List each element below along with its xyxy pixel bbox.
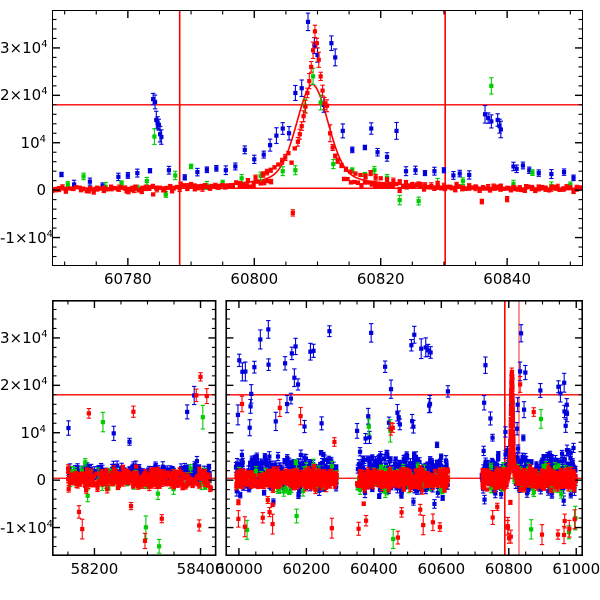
top-panel-frame — [52, 10, 583, 266]
x-tick-label: 60200 — [282, 560, 331, 578]
y-tick-label: -1×104 — [0, 518, 53, 537]
top-panel-plot-area — [52, 10, 583, 266]
x-tick-label: 60400 — [349, 560, 398, 578]
x-tick-label: 58400 — [176, 560, 225, 578]
top-panel-svg — [52, 10, 583, 266]
y-tick-label: -1×104 — [0, 228, 53, 247]
bottom-panel-svg — [52, 300, 583, 556]
y-tick-label: 2×104 — [0, 376, 48, 395]
bottom-panel — [52, 300, 583, 556]
x-tick-label: 60600 — [417, 560, 466, 578]
x-tick-label: 61000 — [552, 560, 600, 578]
y-tick-label: 104 — [20, 133, 46, 152]
y-tick-label: 0 — [36, 181, 46, 200]
y-tick-label: 2×104 — [0, 86, 48, 105]
x-tick-label: 60000 — [215, 560, 263, 578]
bottom-panel-plot-area — [52, 300, 583, 556]
x-tick-label: 60800 — [484, 560, 533, 578]
x-tick-label: 60840 — [483, 270, 531, 288]
top-panel — [52, 10, 583, 266]
x-tick-label: 60800 — [230, 270, 279, 288]
y-tick-label: 0 — [36, 471, 46, 490]
y-tick-label: 104 — [20, 423, 46, 442]
x-tick-label: 60820 — [356, 270, 405, 288]
y-tick-label: 3×104 — [0, 328, 48, 347]
y-tick-label: 3×104 — [0, 38, 48, 57]
x-tick-label: 60780 — [103, 270, 152, 288]
x-tick-label: 58200 — [70, 560, 119, 578]
